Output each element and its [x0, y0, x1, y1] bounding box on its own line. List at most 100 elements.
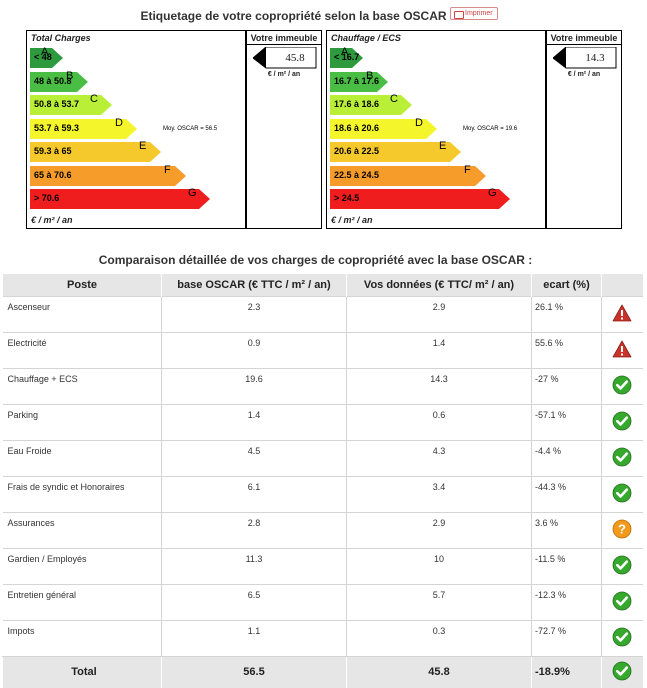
cell-oscar: 2.3 [162, 297, 347, 333]
cell-poste: Assurances [3, 513, 162, 549]
building-value-box: Votre immeuble 45.8 € / m² / an [246, 30, 322, 229]
cell-poste: Frais de syndic et Honoraires [3, 477, 162, 513]
bar-letter: D [415, 117, 423, 129]
question-icon: ? [612, 531, 632, 541]
building-unit: € / m² / an [547, 71, 621, 78]
bar-letter: A [41, 46, 48, 58]
cell-poste: Gardien / Employés [3, 549, 162, 585]
bar-range: 59.3 à 65 [34, 146, 72, 156]
cell-vos-donnees: 1.4 [347, 333, 532, 369]
cell-status [602, 369, 643, 405]
cell-status [602, 405, 643, 441]
column-header-ecart: ecart (%) [532, 274, 602, 297]
bar-letter: G [488, 187, 497, 199]
bar-letter: C [90, 93, 98, 105]
check-icon [612, 387, 632, 397]
cell-ecart: -11.5 % [532, 549, 602, 585]
cell-poste: Ascenseur [3, 297, 162, 333]
cell-status [602, 657, 643, 688]
cell-vos-donnees: 4.3 [347, 441, 532, 477]
bar-letter: B [366, 70, 373, 82]
building-value: 14.3 [575, 52, 615, 64]
cell-oscar: 1.4 [162, 405, 347, 441]
bar-letter: B [66, 70, 73, 82]
svg-text:?: ? [618, 522, 626, 537]
cell-ecart: 26.1 % [532, 297, 602, 333]
cell-status [602, 477, 643, 513]
print-button[interactable]: Imprimer [450, 7, 498, 20]
cell-ecart: -18.9% [532, 657, 602, 688]
panel-title: Total Charges [31, 33, 91, 43]
bar-range: 53.7 à 59.3 [34, 123, 79, 133]
cell-oscar: 6.5 [162, 585, 347, 621]
building-value-arrow: 14.3 [553, 47, 617, 74]
bar-range: 50.8 à 53.7 [34, 99, 79, 109]
warning-icon [612, 350, 632, 360]
cell-ecart: -72.7 % [532, 621, 602, 657]
warning-icon [612, 314, 632, 324]
label-bar-c: 17.6 à 18.6 C [330, 95, 412, 115]
cell-oscar: 19.6 [162, 369, 347, 405]
bar-letter: E [439, 140, 446, 152]
bar-letter: A [341, 46, 348, 58]
oscar-average-label: Moy. OSCAR = 19.6 [463, 126, 517, 132]
oscar-average-label: Moy. OSCAR = 56.5 [163, 126, 217, 132]
panel-title: Chauffage / ECS [331, 33, 401, 43]
cell-status [602, 621, 643, 657]
label-bar-e: 59.3 à 65 E [30, 142, 161, 162]
building-unit: € / m² / an [247, 71, 321, 78]
check-icon [612, 567, 632, 577]
cell-ecart: -44.3 % [532, 477, 602, 513]
cell-oscar: 11.3 [162, 549, 347, 585]
cell-status: ? [602, 513, 643, 549]
cell-vos-donnees: 0.3 [347, 621, 532, 657]
cell-ecart: 55.6 % [532, 333, 602, 369]
check-icon [612, 603, 632, 613]
cell-poste: Impots [3, 621, 162, 657]
bar-range: > 70.6 [34, 193, 59, 203]
page-title: Etiquetage de votre copropriété selon la… [0, 9, 647, 23]
bar-range: 65 à 70.6 [34, 170, 72, 180]
building-value-arrow: 45.8 [253, 47, 317, 74]
cell-poste: Entretien général [3, 585, 162, 621]
building-title: Votre immeuble [547, 33, 621, 43]
cell-vos-donnees: 2.9 [347, 297, 532, 333]
cell-status [602, 549, 643, 585]
cell-ecart: -12.3 % [532, 585, 602, 621]
cell-ecart: -57.1 % [532, 405, 602, 441]
printer-icon [454, 11, 464, 19]
column-header-oscar: base OSCAR (€ TTC / m² / an) [162, 274, 347, 297]
cell-vos-donnees: 2.9 [347, 513, 532, 549]
cell-vos-donnees: 5.7 [347, 585, 532, 621]
bar-range: 17.6 à 18.6 [334, 99, 379, 109]
column-header-vos-donnees: Vos données (€ TTC/ m² / an) [347, 274, 532, 297]
cell-ecart: 3.6 % [532, 513, 602, 549]
bar-letter: E [139, 140, 146, 152]
cell-oscar: 4.5 [162, 441, 347, 477]
check-icon [612, 495, 632, 505]
cell-poste: Eau Froide [3, 441, 162, 477]
bar-letter: F [164, 164, 171, 176]
bar-letter: C [390, 93, 398, 105]
cell-poste: Electricité [3, 333, 162, 369]
cell-status [602, 297, 643, 333]
cell-oscar: 1.1 [162, 621, 347, 657]
column-header-status [602, 274, 643, 297]
building-title: Votre immeuble [247, 33, 321, 43]
cell-oscar: 0.9 [162, 333, 347, 369]
label-bar-c: 50.8 à 53.7 C [30, 95, 112, 115]
